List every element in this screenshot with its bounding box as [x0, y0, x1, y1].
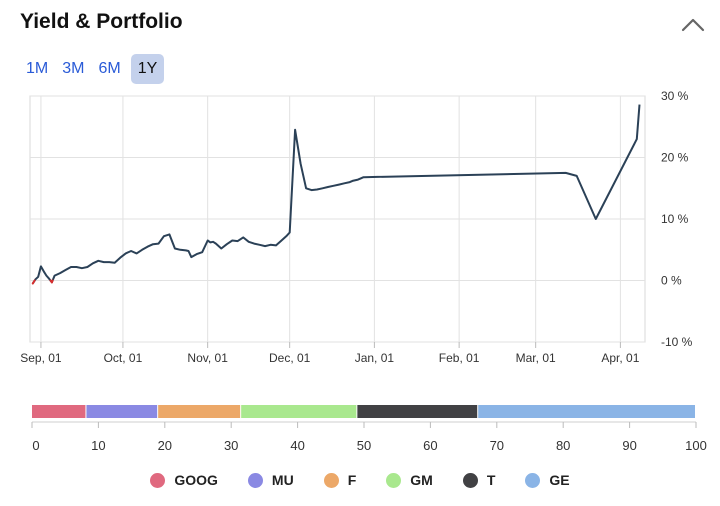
legend-item-ge[interactable]: GE	[525, 472, 570, 488]
x-tick-label: Feb, 01	[439, 351, 480, 365]
y-tick-label: 30 %	[661, 89, 689, 103]
legend-item-gm[interactable]: GM	[386, 472, 433, 488]
bar-x-tick-label: 50	[357, 438, 371, 453]
x-tick-label: Oct, 01	[104, 351, 143, 365]
collapse-button[interactable]	[678, 12, 708, 38]
legend-label: T	[486, 472, 496, 488]
bar-x-tick-label: 10	[91, 438, 105, 453]
negative-segment	[31, 279, 36, 285]
legend-item-t[interactable]: T	[462, 472, 496, 488]
x-tick-label: Nov, 01	[187, 351, 228, 365]
bar-segment-ge	[478, 405, 695, 418]
legend-swatch	[247, 472, 263, 488]
bar-x-tick-label: 20	[158, 438, 172, 453]
y-tick-label: 20 %	[661, 151, 689, 165]
y-tick-label: -10 %	[661, 335, 693, 349]
bar-segment-gm	[241, 405, 357, 418]
legend-item-f[interactable]: F	[323, 472, 357, 488]
range-selector: 1M 3M 6M 1Y	[22, 54, 165, 84]
bar-x-tick-label: 90	[622, 438, 636, 453]
legend-label: GM	[410, 472, 433, 488]
bar-segment-goog	[32, 405, 86, 418]
bar-x-tick-label: 40	[290, 438, 304, 453]
legend-swatch	[386, 472, 402, 488]
bar-x-tick-label: 80	[556, 438, 570, 453]
legend-label: MU	[271, 472, 294, 488]
y-tick-label: 0 %	[661, 274, 682, 288]
bar-segment-f	[158, 405, 241, 418]
negative-segment	[50, 279, 54, 284]
bar-x-tick-label: 100	[685, 438, 707, 453]
bar-x-tick-label: 0	[32, 438, 39, 453]
legend-label: F	[347, 472, 357, 488]
chevron-up-icon	[681, 18, 705, 32]
bar-segment-t	[357, 405, 478, 418]
range-button-6m[interactable]: 6M	[94, 54, 124, 84]
series-line	[31, 104, 641, 285]
yield-line-chart: 30 % 20 % 10 % 0 % -10 % Sep, 01 Oct, 01 Nov, 0…	[20, 89, 693, 365]
range-button-1m[interactable]: 1M	[22, 54, 52, 84]
legend-item-goog[interactable]: GOOG	[150, 472, 218, 488]
range-button-3m[interactable]: 3M	[58, 54, 88, 84]
legend-swatch	[323, 472, 339, 488]
range-button-1y[interactable]: 1Y	[130, 54, 165, 84]
legend-swatch	[462, 472, 478, 488]
x-tick-label: Sep, 01	[20, 351, 62, 365]
legend-item-mu[interactable]: MU	[247, 472, 294, 488]
x-tick-label: Mar, 01	[516, 351, 556, 365]
legend-label: GOOG	[174, 472, 218, 488]
bar-x-tick-label: 30	[224, 438, 238, 453]
legend-swatch	[150, 472, 166, 488]
bar-x-tick-label: 60	[423, 438, 437, 453]
portfolio-allocation-bar: 0 10 20 30 40 50 60 70 80 90 100	[31, 405, 707, 453]
legend-swatch	[525, 472, 541, 488]
y-tick-label: 10 %	[661, 212, 689, 226]
x-tick-label: Apr, 01	[601, 351, 639, 365]
x-tick-label: Dec, 01	[269, 351, 311, 365]
x-tick-label: Jan, 01	[355, 351, 395, 365]
page-title: Yield & Portfolio	[20, 10, 183, 33]
legend-label: GE	[549, 472, 570, 488]
portfolio-legend: GOOG MU F GM T GE	[0, 472, 720, 488]
bar-segment-mu	[86, 405, 158, 418]
bar-x-tick-label: 70	[490, 438, 504, 453]
